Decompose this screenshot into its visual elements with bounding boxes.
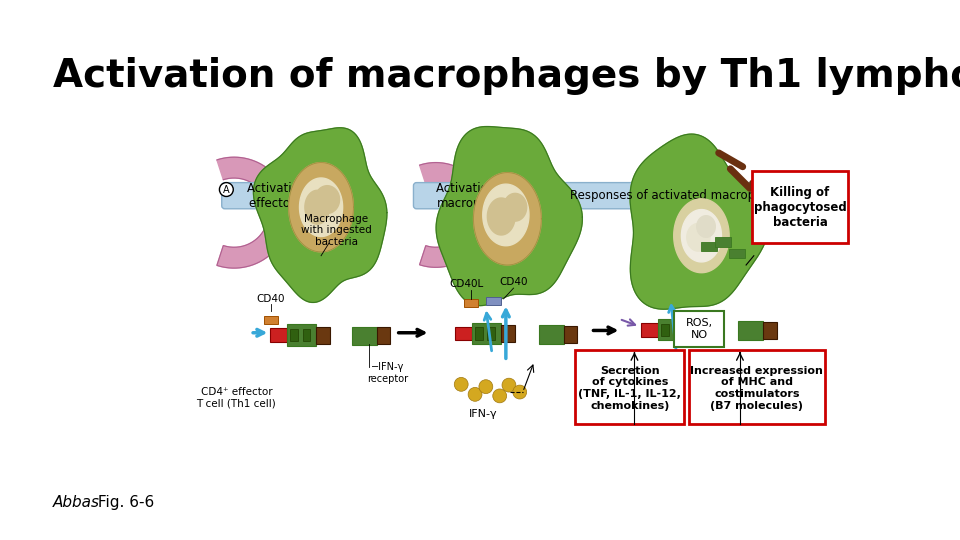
Polygon shape [300,178,343,237]
Bar [488,327,495,340]
Circle shape [502,378,516,392]
Bar [501,325,516,342]
Bar [352,327,376,345]
Bar [465,299,478,307]
Polygon shape [289,163,353,252]
FancyBboxPatch shape [675,311,724,347]
Bar [455,327,472,340]
FancyBboxPatch shape [575,350,684,424]
Polygon shape [697,215,715,237]
Polygon shape [504,193,527,221]
FancyBboxPatch shape [222,183,348,209]
Polygon shape [305,190,329,224]
Bar [661,323,669,336]
FancyBboxPatch shape [414,183,534,209]
Bar [376,327,391,345]
Bar [687,321,702,338]
Circle shape [638,365,651,377]
Polygon shape [630,134,769,309]
Polygon shape [674,199,730,273]
Bar [564,326,578,343]
Polygon shape [682,210,722,262]
Text: Macrophage
with ingested
bacteria: Macrophage with ingested bacteria [301,214,372,247]
Polygon shape [483,184,529,246]
Text: Responses of activated macrophages: Responses of activated macrophages [570,189,791,202]
Polygon shape [488,198,516,235]
Circle shape [492,389,507,403]
Bar [287,325,317,346]
Circle shape [616,363,629,375]
Text: Increased expression
of MHC and
costimulators
(B7 molecules): Increased expression of MHC and costimul… [690,366,824,410]
Bar [730,249,745,258]
Text: CD4⁺ effector
T cell (Th1 cell): CD4⁺ effector T cell (Th1 cell) [197,387,276,408]
Polygon shape [253,128,387,302]
Bar [317,327,330,343]
Polygon shape [436,126,583,306]
Text: CD40: CD40 [256,294,285,304]
Circle shape [479,380,492,394]
Bar [290,329,298,341]
Text: CD40L: CD40L [449,279,484,289]
Polygon shape [686,224,709,251]
Bar [271,328,287,342]
Text: ROS,
NO: ROS, NO [685,318,712,340]
Bar [700,376,715,385]
Circle shape [468,387,482,401]
Polygon shape [217,157,290,268]
Bar [715,237,731,247]
Bar [475,327,483,340]
Bar [727,374,742,383]
Polygon shape [473,173,541,265]
Circle shape [513,385,527,399]
Polygon shape [420,163,488,267]
Circle shape [628,373,640,385]
FancyBboxPatch shape [689,350,825,424]
Text: −IFN-γ
receptor: −IFN-γ receptor [368,362,408,383]
Text: Fig. 6-6: Fig. 6-6 [93,495,155,510]
Text: Killing of
phagocytosed
bacteria: Killing of phagocytosed bacteria [754,186,847,229]
Bar [539,325,564,343]
Circle shape [220,183,233,197]
Bar [659,319,687,340]
Bar [264,316,278,323]
Bar [702,242,717,251]
Bar [713,382,730,392]
Text: Activation of
effector cell: Activation of effector cell [247,181,322,210]
FancyBboxPatch shape [753,171,848,244]
Polygon shape [315,186,340,213]
Text: Activation of
macrophage: Activation of macrophage [437,181,511,210]
Text: A: A [223,185,229,194]
Text: IFN-γ: IFN-γ [468,409,497,419]
Text: Abbas: Abbas [53,495,100,510]
FancyBboxPatch shape [549,183,813,209]
Circle shape [454,377,468,392]
Text: CD40: CD40 [499,277,528,287]
Text: Activation of macrophages by Th1 lymphocytes: Activation of macrophages by Th1 lymphoc… [53,57,960,94]
Bar [472,323,501,345]
Bar [641,323,659,336]
Bar [674,323,682,336]
Text: Secretion
of cytokines
(TNF, IL-1, IL-12,
chemokines): Secretion of cytokines (TNF, IL-1, IL-12… [578,366,682,410]
Bar [302,329,310,341]
Bar [486,298,501,305]
Bar [763,322,777,339]
Bar [738,321,763,340]
